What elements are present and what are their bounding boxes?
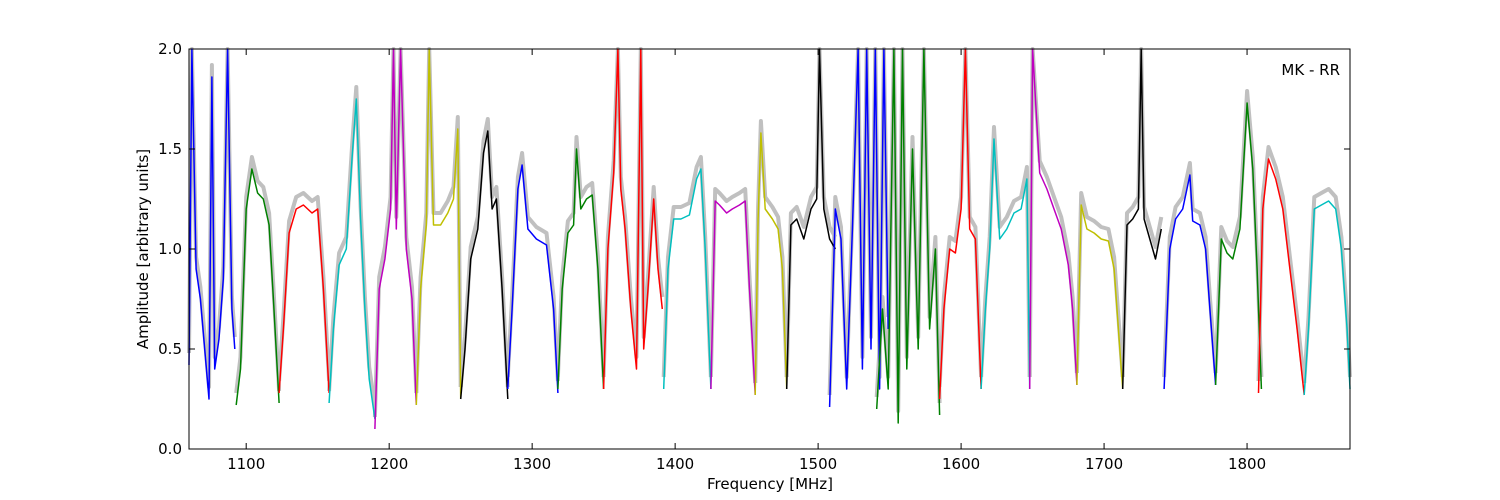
background-trace-19 xyxy=(1027,47,1079,378)
x-axis-label: Frequency [MHz] xyxy=(707,475,833,493)
background-trace-6 xyxy=(414,47,463,394)
series-line-20 xyxy=(1076,204,1124,390)
series-line-5 xyxy=(374,48,418,430)
series-line-9 xyxy=(557,148,605,390)
x-tick-label: 1100 xyxy=(227,455,265,473)
annotation-label: MK - RR xyxy=(1281,61,1340,79)
background-trace-5 xyxy=(372,47,419,418)
series-line-14 xyxy=(785,48,836,390)
background-trace-9 xyxy=(555,135,606,378)
series-line-18 xyxy=(980,138,1031,390)
series-line-25 xyxy=(1303,200,1351,396)
background-trace-18 xyxy=(979,125,1032,378)
series-line-11 xyxy=(662,168,712,390)
series-line-22 xyxy=(1163,174,1217,390)
y-tick-label: 2.0 xyxy=(158,40,182,58)
background-trace-8 xyxy=(505,151,560,382)
background-trace-22 xyxy=(1162,161,1218,378)
series-line-16 xyxy=(875,48,941,424)
background-trace-24 xyxy=(1256,145,1307,384)
y-tick-label: 1.5 xyxy=(158,140,182,158)
background-trace-14 xyxy=(784,47,838,378)
x-tick-label: 1200 xyxy=(370,455,408,473)
y-tick-label: 1.0 xyxy=(158,240,182,258)
y-tick-label: 0.0 xyxy=(158,440,182,458)
y-ticks: 0.0 0.5 1.0 1.5 2.0 xyxy=(158,40,1350,458)
series-line-2 xyxy=(235,168,280,406)
series-line-6 xyxy=(415,48,462,406)
x-tick-label: 1700 xyxy=(1085,455,1123,473)
background-trace-12 xyxy=(708,187,758,384)
x-tick-label: 1800 xyxy=(1228,455,1266,473)
series-line-12 xyxy=(710,200,756,396)
y-axis-label: Amplitude [arbitrary units] xyxy=(134,149,152,349)
series-line-13 xyxy=(754,132,788,396)
series-layer xyxy=(188,48,1351,430)
x-ticks: 1100 1200 1300 1400 1500 1600 1700 1800 xyxy=(227,49,1266,473)
background-trace-layer xyxy=(187,47,1352,418)
series-line-23 xyxy=(1214,102,1263,390)
series-line-10 xyxy=(602,48,664,390)
series-line-7 xyxy=(459,130,509,400)
x-tick-label: 1400 xyxy=(656,455,694,473)
background-trace-7 xyxy=(458,117,510,388)
series-line-17 xyxy=(938,48,982,400)
x-tick-label: 1600 xyxy=(942,455,980,473)
y-tick-label: 0.5 xyxy=(158,340,182,358)
series-line-4 xyxy=(328,98,376,420)
series-line-19 xyxy=(1028,48,1078,390)
series-line-15 xyxy=(828,48,889,408)
background-trace-20 xyxy=(1074,191,1125,378)
x-tick-label: 1500 xyxy=(799,455,837,473)
x-tick-label: 1300 xyxy=(513,455,551,473)
series-line-8 xyxy=(507,164,559,394)
series-line-24 xyxy=(1257,158,1305,396)
series-line-3 xyxy=(278,204,330,394)
background-trace-11 xyxy=(661,155,713,378)
